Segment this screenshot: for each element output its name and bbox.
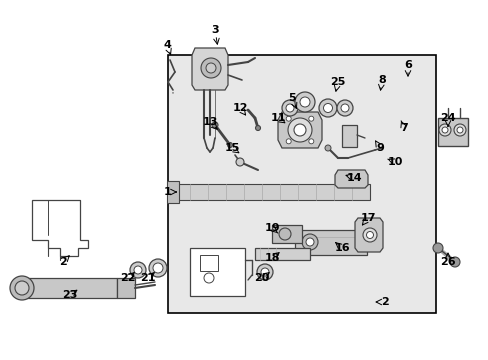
Circle shape (294, 92, 314, 112)
Text: 2: 2 (59, 257, 67, 267)
Bar (200, 255, 218, 271)
Text: 20: 20 (254, 273, 269, 283)
Circle shape (212, 122, 218, 128)
Circle shape (257, 264, 272, 280)
Circle shape (323, 104, 332, 112)
Bar (190, 248, 244, 296)
Text: 15: 15 (224, 143, 239, 153)
Text: 2: 2 (380, 297, 388, 307)
Text: 19: 19 (264, 223, 279, 233)
Bar (168, 55, 435, 313)
Bar (437, 118, 467, 146)
Bar (117, 278, 135, 298)
Text: 1: 1 (164, 187, 171, 197)
Text: 13: 13 (202, 117, 217, 127)
Circle shape (10, 276, 34, 300)
Circle shape (285, 104, 293, 112)
Circle shape (279, 228, 290, 240)
Text: 17: 17 (360, 213, 375, 223)
Circle shape (134, 266, 142, 274)
Circle shape (456, 127, 462, 133)
Circle shape (362, 228, 376, 242)
Circle shape (282, 100, 297, 116)
Circle shape (205, 63, 216, 73)
Circle shape (149, 259, 167, 277)
Circle shape (305, 238, 313, 246)
Text: 24: 24 (439, 113, 455, 123)
Text: 18: 18 (264, 253, 279, 263)
Polygon shape (334, 170, 367, 188)
Circle shape (227, 143, 232, 148)
Bar (167, 181, 179, 203)
Circle shape (236, 158, 244, 166)
Circle shape (285, 116, 290, 121)
Circle shape (432, 243, 442, 253)
Circle shape (130, 262, 146, 278)
Text: 21: 21 (140, 273, 156, 283)
Bar (294, 230, 366, 255)
Text: 9: 9 (375, 143, 383, 153)
Polygon shape (354, 218, 382, 252)
Bar (271, 225, 302, 243)
Text: 10: 10 (386, 157, 402, 167)
Text: 8: 8 (377, 75, 385, 85)
Circle shape (336, 100, 352, 116)
Text: 5: 5 (287, 93, 295, 103)
Circle shape (441, 127, 447, 133)
Text: 14: 14 (346, 173, 362, 183)
Text: 4: 4 (163, 40, 171, 50)
Text: 6: 6 (403, 60, 411, 70)
Text: 7: 7 (399, 123, 407, 133)
Circle shape (302, 234, 317, 250)
Circle shape (15, 281, 29, 295)
Text: 26: 26 (439, 257, 455, 267)
Circle shape (299, 97, 309, 107)
Bar (341, 125, 356, 147)
Circle shape (318, 99, 336, 117)
Circle shape (449, 257, 459, 267)
Polygon shape (32, 200, 88, 256)
Circle shape (325, 145, 330, 151)
Circle shape (153, 263, 163, 273)
Circle shape (340, 104, 348, 112)
Circle shape (293, 124, 305, 136)
Circle shape (201, 58, 221, 78)
Circle shape (308, 139, 313, 144)
Circle shape (438, 124, 450, 136)
Circle shape (366, 231, 373, 238)
Circle shape (287, 118, 311, 142)
Text: 11: 11 (270, 113, 285, 123)
Text: 25: 25 (329, 77, 345, 87)
Polygon shape (278, 112, 321, 148)
Text: 23: 23 (62, 290, 78, 300)
Bar (254, 248, 309, 260)
Bar (175, 184, 369, 200)
Text: 12: 12 (232, 103, 247, 113)
Bar (22, 278, 117, 298)
Text: 16: 16 (333, 243, 349, 253)
Text: 22: 22 (120, 273, 136, 283)
Circle shape (285, 139, 290, 144)
Circle shape (453, 124, 465, 136)
Text: 3: 3 (211, 25, 218, 35)
Circle shape (255, 126, 260, 130)
Polygon shape (192, 48, 227, 90)
Circle shape (261, 268, 268, 276)
Circle shape (308, 116, 313, 121)
